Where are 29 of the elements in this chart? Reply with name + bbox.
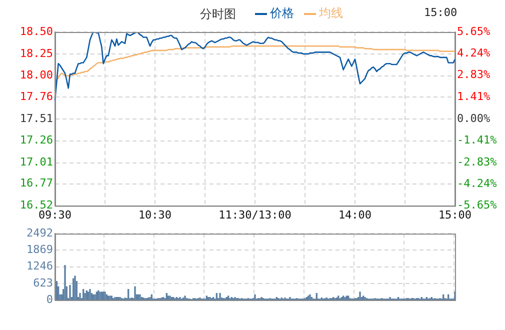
y2-tick-label: 5.65% — [457, 24, 490, 38]
y-tick-label: 623 — [33, 276, 53, 290]
y-tick-label: 18.25 — [20, 46, 53, 60]
y2-tick-label: -2.83% — [457, 155, 498, 168]
y-tick-label: 17.26 — [20, 134, 53, 147]
x-tick-label: 14:00 — [338, 208, 372, 222]
chart-title: 分时图 — [200, 6, 236, 23]
x-tick-label: 10:30 — [138, 208, 172, 222]
y2-tick-label: 1.41% — [457, 90, 490, 104]
y2-tick-label: 2.83% — [457, 68, 490, 82]
y2-tick-label: 0.00% — [457, 112, 490, 125]
y-tick-label: 1869 — [26, 243, 53, 256]
text: 15:00 — [424, 6, 458, 19]
y-tick-label: 2492 — [26, 226, 53, 240]
x-tick-label: 09:30 — [38, 208, 72, 222]
legend-label: 价格 — [269, 5, 294, 22]
x-tick-label: 11:30/13:00 — [218, 208, 292, 222]
legend-label: 均线 — [318, 5, 343, 22]
y-tick-label: 1246 — [26, 260, 53, 273]
y2-tick-label: -1.41% — [457, 133, 498, 146]
y2-tick-label: 4.24% — [457, 46, 490, 60]
y-tick-label: 17.51 — [20, 112, 53, 125]
y-tick-label: 18.00 — [20, 68, 53, 82]
y-tick-label: 17.01 — [20, 156, 53, 169]
y-tick-label: 0 — [46, 292, 53, 306]
y-tick-label: 17.76 — [20, 90, 53, 103]
y-tick-label: 18.50 — [20, 24, 53, 38]
y2-tick-label: -4.24% — [457, 176, 498, 190]
y-tick-label: 16.77 — [20, 176, 53, 190]
